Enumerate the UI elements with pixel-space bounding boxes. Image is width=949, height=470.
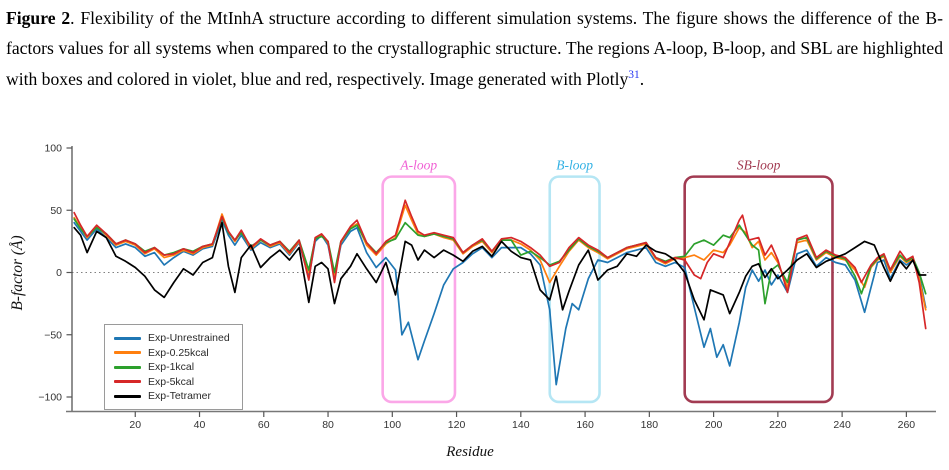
x-tick-label: 20 xyxy=(129,419,141,431)
chart-canvas[interactable]: A-loop B-loop SB-loop 100 50 0 −50 −100 20 40 60 80… xyxy=(0,140,949,470)
x-tick-label: 140 xyxy=(512,419,530,431)
y-tick-label: −50 xyxy=(44,329,62,341)
legend-line-swatch xyxy=(114,351,141,354)
region-label-a-loop: A-loop xyxy=(399,158,437,173)
x-tick-label: 220 xyxy=(769,419,787,431)
legend-item[interactable]: Exp-Tetramer xyxy=(114,390,230,402)
x-tick-label: 200 xyxy=(705,419,723,431)
x-tick-label: 120 xyxy=(448,419,466,431)
legend-label: Exp-5kcal xyxy=(148,375,195,388)
region-box-b-loop xyxy=(548,175,601,404)
legend-label: Exp-0.25kcal xyxy=(148,346,209,359)
legend-line-swatch xyxy=(114,394,141,398)
citation-link[interactable]: 31 xyxy=(628,68,640,81)
x-tick-label: 160 xyxy=(576,419,594,431)
x-tick-label: 260 xyxy=(898,419,916,431)
legend-line-swatch xyxy=(114,380,141,383)
caption-text: . Flexibility of the MtInhA structure ac… xyxy=(6,8,943,89)
y-tick-label: 0 xyxy=(56,267,62,279)
x-tick-label: 240 xyxy=(833,419,851,431)
legend-label: Exp-Unrestrained xyxy=(148,332,230,344)
region-label-sb-loop: SB-loop xyxy=(737,158,781,173)
y-tick-label: 50 xyxy=(50,205,62,217)
legend-line-swatch xyxy=(114,365,141,369)
legend-label: Exp-Tetramer xyxy=(148,390,212,402)
region-box-a-loop xyxy=(381,175,457,404)
y-axis-title: B-factor (Å) xyxy=(9,235,26,310)
legend-item[interactable]: Exp-1kcal xyxy=(114,361,230,373)
legend-item[interactable]: Exp-5kcal xyxy=(114,376,230,388)
figure-label: Figure 2 xyxy=(6,8,71,28)
legend-item[interactable]: Exp-0.25kcal xyxy=(114,347,230,359)
trace-exp-unrestrained[interactable] xyxy=(73,219,927,386)
caption-period: . xyxy=(639,68,645,89)
trace-exp-0.25kcal[interactable] xyxy=(73,204,927,311)
x-tick-label: 60 xyxy=(258,419,270,431)
trace-exp-1kcal[interactable] xyxy=(73,216,927,305)
region-box-sb-loop xyxy=(683,175,834,404)
region-label-b-loop: B-loop xyxy=(556,158,593,173)
y-tick-label: 100 xyxy=(44,143,62,155)
y-tick-label: −100 xyxy=(38,392,62,404)
legend-label: Exp-1kcal xyxy=(148,361,195,373)
x-tick-label: 100 xyxy=(384,419,402,431)
trace-exp-tetramer[interactable] xyxy=(73,221,927,321)
x-tick-label: 180 xyxy=(641,419,659,431)
x-tick-label: 40 xyxy=(194,419,206,431)
bfactor-chart: A-loop B-loop SB-loop 100 50 0 −50 −100 20 40 60 80… xyxy=(0,140,949,470)
figure-caption: Figure 2. Flexibility of the MtInhA stru… xyxy=(6,0,943,94)
legend-item[interactable]: Exp-Unrestrained xyxy=(114,332,230,344)
x-axis-title: Residue xyxy=(445,444,494,460)
x-tick-label: 80 xyxy=(322,419,334,431)
legend-line-swatch xyxy=(114,336,141,340)
chart-legend: Exp-Unrestrained Exp-0.25kcal Exp-1kcal … xyxy=(104,324,243,410)
